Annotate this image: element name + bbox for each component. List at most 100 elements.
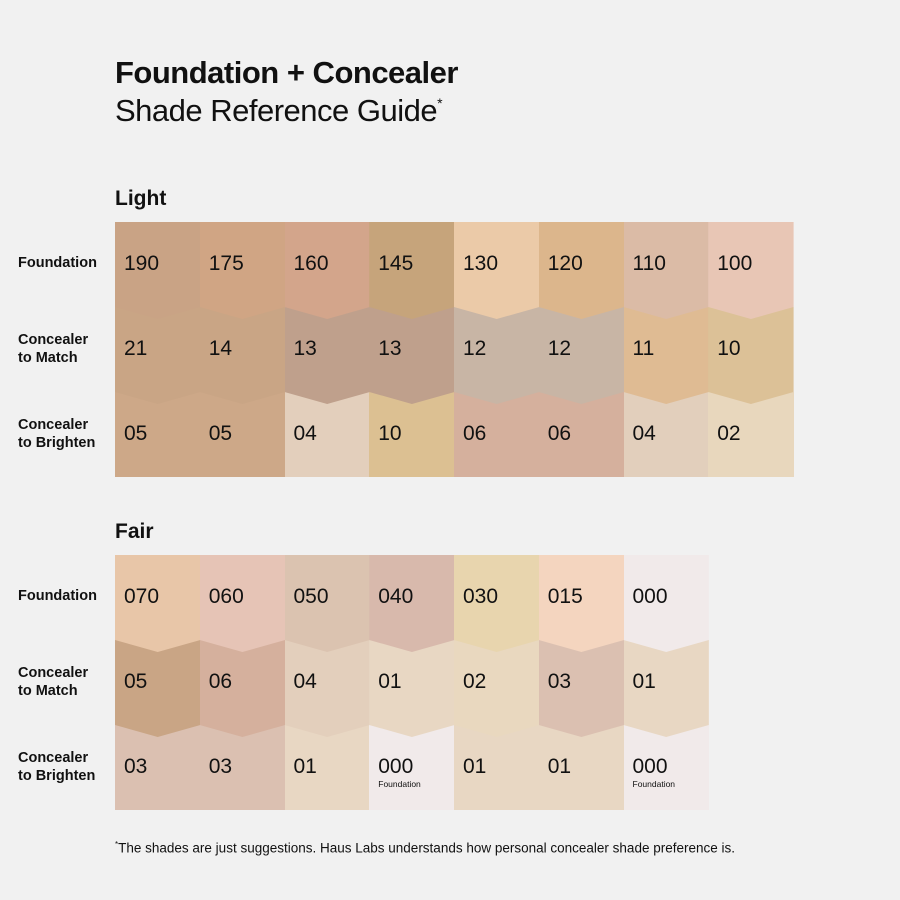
shade-swatch: 145 [369,222,455,319]
shade-swatch: 04 [284,640,370,737]
asterisk: * [437,95,443,111]
footnote: *The shades are just suggestions. Haus L… [115,840,735,856]
shade-swatch: 175 [199,222,286,319]
shade-swatch: 100 [708,222,794,319]
shade-number: 100 [717,252,753,275]
shade-number: 03 [124,755,148,778]
shade-swatch: 160 [284,222,370,319]
shade-swatch: 06 [538,392,625,477]
shade-number: 05 [124,670,148,693]
shade-number: 130 [463,252,499,275]
shade-note: Foundation [378,779,421,789]
shade-swatch: 06 [454,392,540,477]
shade-number: 01 [463,755,487,778]
shade-swatch: 000 Foundation [369,725,455,810]
shade-number: 02 [717,422,741,445]
shade-number: 060 [208,585,244,608]
section-heading-light: Light [115,187,167,210]
shade-swatch: 04 [284,392,370,477]
row-label: Concealer to Match [18,332,89,366]
shade-swatch: 14 [199,307,286,404]
shade-number: 03 [547,670,572,693]
footnote-text: The shades are just suggestions. Haus La… [118,840,735,856]
shade-swatch: 01 [454,725,540,810]
shade-number: 05 [208,422,233,445]
shade-number: 13 [293,337,317,360]
shade-swatch: 21 [115,307,201,404]
shade-swatch: 060 [199,555,286,652]
shade-swatch: 05 [115,640,201,737]
shade-number: 175 [208,252,244,275]
shade-number: 04 [293,422,317,445]
shade-number: 14 [208,337,233,360]
section-heading-fair: Fair [115,520,154,543]
shade-number: 04 [632,422,656,445]
shade-swatch: 03 [115,725,201,810]
shade-swatch: 130 [454,222,540,319]
shade-number: 190 [124,252,160,275]
shade-number: 01 [632,670,656,693]
row-label: Foundation [18,588,97,604]
shade-note: Foundation [632,779,676,789]
shade-swatch: 04 [623,392,709,477]
footnote-mark: * [115,840,119,849]
row-label: Foundation [18,255,97,271]
shade-swatch: 01 [623,640,709,737]
shade-number: 000 [632,755,668,778]
shade-swatch: 01 [369,640,455,737]
subtitle-text: Shade Reference Guide [115,93,438,128]
shade-swatch: 05 [199,392,286,477]
shade-number: 13 [378,337,402,360]
shade-number: 01 [547,755,572,778]
shade-swatch: 120 [538,222,625,319]
shade-swatch: 13 [284,307,370,404]
shade-number: 070 [124,585,160,608]
shade-swatch: 03 [199,725,286,810]
shade-swatch: 13 [369,307,455,404]
shade-number: 21 [124,337,148,360]
shade-number: 01 [378,670,402,693]
shade-swatch: 110 [623,222,709,319]
shade-swatch: 040 [369,555,455,652]
shade-swatch: 000 [623,555,709,652]
shade-number: 000 [378,755,414,778]
shade-swatch: 11 [623,307,709,404]
shade-number: 02 [463,670,487,693]
shade-swatch: 12 [538,307,625,404]
shade-number: 04 [293,670,317,693]
shade-number: 040 [378,585,414,608]
shade-swatch: 10 [369,392,455,477]
shade-swatch: 02 [708,392,794,477]
row-label: Concealer to Brighten [18,750,96,784]
shade-number: 000 [632,585,668,608]
shade-swatch: 05 [115,392,201,477]
shade-number: 03 [208,755,233,778]
shade-swatch: 10 [708,307,794,404]
shade-swatch: 06 [199,640,286,737]
shade-swatch: 03 [538,640,625,737]
row-label: Concealer to Brighten [18,417,96,451]
page-title: Foundation + Concealer [115,55,458,90]
shade-swatch: 015 [538,555,625,652]
shade-number: 015 [547,585,583,608]
shade-swatch: 02 [454,640,540,737]
shade-swatch: 01 [284,725,370,810]
shade-number: 10 [717,337,741,360]
shade-number: 160 [293,252,329,275]
shade-number: 050 [293,585,329,608]
page-subtitle: Shade Reference Guide* [115,93,443,129]
shade-number: 12 [547,337,572,360]
row-label: Concealer to Match [18,665,89,699]
shade-number: 030 [463,585,499,608]
shade-number: 06 [463,422,487,445]
shade-number: 120 [547,252,583,275]
shade-number: 06 [547,422,572,445]
shade-swatch: 030 [454,555,540,652]
shade-number: 12 [463,337,487,360]
shade-number: 06 [208,670,233,693]
shade-number: 145 [378,252,414,275]
shade-swatch: 12 [454,307,540,404]
shade-swatch: 000 Foundation [623,725,709,810]
shade-swatch: 070 [115,555,201,652]
shade-number: 110 [632,252,666,275]
